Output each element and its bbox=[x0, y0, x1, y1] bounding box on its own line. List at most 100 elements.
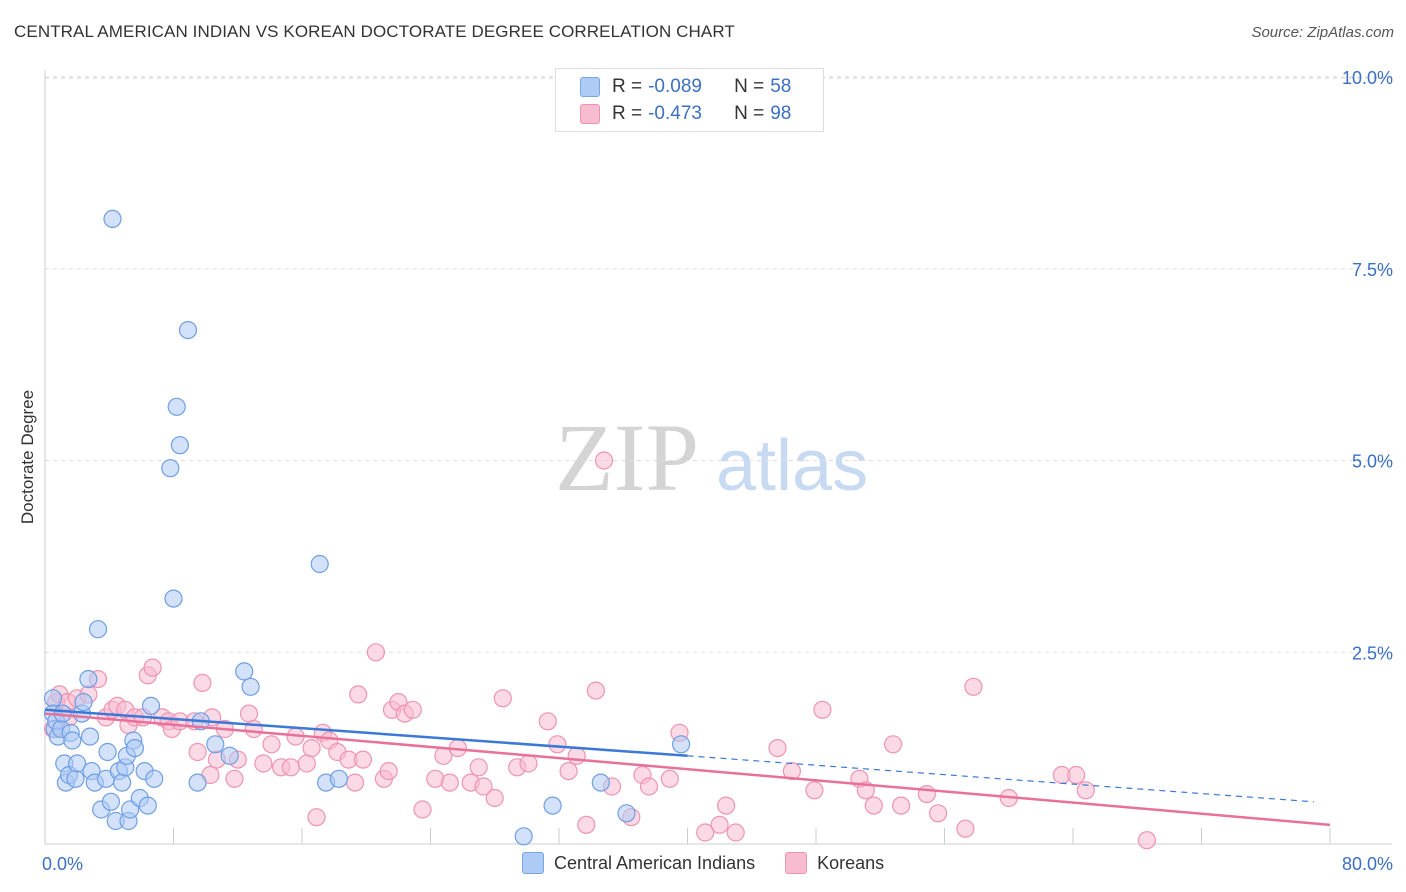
watermark-atlas: atlas bbox=[716, 426, 868, 506]
legend-row-series2: R = -0.473 N = 98 bbox=[580, 102, 791, 126]
point-korean bbox=[413, 800, 432, 819]
point-korean bbox=[379, 761, 398, 781]
point-korean bbox=[1076, 781, 1095, 800]
legend-label: Koreans bbox=[817, 852, 885, 873]
point-central-american-indian bbox=[88, 620, 108, 639]
point-korean bbox=[883, 735, 903, 754]
point-central-american-indian bbox=[101, 792, 121, 811]
point-central-american-indian bbox=[67, 754, 87, 773]
x-tick-label: 80.0% bbox=[1342, 854, 1393, 874]
point-korean bbox=[239, 704, 259, 723]
legend-n-label: N = bbox=[734, 103, 765, 124]
point-korean bbox=[366, 643, 385, 662]
point-korean bbox=[768, 738, 787, 758]
legend-swatch-blue bbox=[522, 852, 544, 874]
point-central-american-indian bbox=[43, 689, 63, 708]
point-korean bbox=[193, 673, 212, 693]
grid bbox=[45, 76, 1392, 653]
point-korean bbox=[567, 746, 586, 765]
data-points bbox=[43, 209, 1157, 850]
point-korean bbox=[349, 685, 368, 704]
point-korean bbox=[805, 781, 824, 800]
legend-row-series1: R = -0.089 N = 58 bbox=[580, 75, 791, 99]
legend-swatch-pink bbox=[785, 852, 808, 874]
point-korean bbox=[345, 773, 365, 792]
trend-line-central-american-indians bbox=[44, 708, 688, 758]
point-korean bbox=[143, 658, 162, 677]
point-korean bbox=[594, 451, 614, 470]
legend-label: Central American Indians bbox=[554, 852, 756, 873]
x-tick-label: 0.0% bbox=[42, 854, 83, 874]
series-legend: Central American Indians Koreans bbox=[522, 852, 914, 874]
point-central-american-indian bbox=[220, 746, 239, 765]
point-korean bbox=[710, 815, 729, 834]
chart-title: CENTRAL AMERICAN INDIAN VS KOREAN DOCTOR… bbox=[14, 22, 735, 41]
point-korean bbox=[1137, 831, 1157, 850]
legend-r-value: -0.089 bbox=[648, 76, 702, 97]
point-central-american-indian bbox=[188, 773, 207, 792]
point-korean bbox=[660, 769, 679, 788]
point-central-american-indian bbox=[310, 554, 329, 574]
point-korean bbox=[891, 796, 911, 815]
point-korean bbox=[281, 758, 300, 777]
legend-r-value: -0.473 bbox=[648, 103, 702, 124]
point-central-american-indian bbox=[543, 796, 562, 815]
legend-item-central-american-indians[interactable]: Central American Indians bbox=[522, 852, 755, 874]
point-korean bbox=[864, 796, 883, 815]
point-central-american-indian bbox=[145, 769, 164, 788]
correlation-legend: R = -0.089 N = 58 R = -0.473 N = 98 bbox=[555, 68, 824, 132]
point-korean bbox=[485, 788, 504, 808]
point-korean bbox=[474, 777, 493, 796]
point-korean bbox=[813, 700, 832, 719]
point-central-american-indian bbox=[161, 459, 180, 478]
point-korean bbox=[188, 742, 207, 762]
point-korean bbox=[469, 758, 488, 777]
point-korean bbox=[928, 804, 948, 823]
point-korean bbox=[696, 823, 715, 842]
source-note: Source: ZipAtlas.com bbox=[1251, 24, 1394, 41]
point-korean bbox=[577, 815, 596, 834]
trend-line-central-american-indians-extension bbox=[687, 755, 1314, 803]
legend-n-value: 58 bbox=[770, 76, 792, 97]
point-korean bbox=[548, 735, 567, 754]
point-korean bbox=[538, 712, 557, 731]
point-central-american-indian bbox=[167, 397, 186, 416]
watermark: ZIP atlas bbox=[555, 404, 868, 511]
point-central-american-indian bbox=[671, 735, 691, 754]
point-central-american-indian bbox=[164, 589, 183, 608]
point-korean bbox=[440, 773, 459, 792]
legend-n-label: N = bbox=[734, 76, 765, 97]
y-tick-label: 10.0% bbox=[1342, 68, 1393, 88]
tick-labels: 2.5% 5.0% 7.5% 10.0% 0.0% 80.0% bbox=[42, 68, 1393, 874]
point-central-american-indian bbox=[141, 696, 161, 716]
legend-r-label: R = bbox=[612, 76, 643, 97]
legend-n-value: 98 bbox=[770, 103, 792, 124]
point-central-american-indian bbox=[74, 692, 93, 712]
point-central-american-indian bbox=[125, 738, 144, 758]
point-korean bbox=[964, 677, 983, 696]
point-korean bbox=[353, 750, 373, 769]
legend-item-koreans[interactable]: Koreans bbox=[785, 852, 884, 874]
point-central-american-indian bbox=[206, 735, 225, 754]
legend-swatch-blue bbox=[580, 77, 600, 97]
y-tick-label: 5.0% bbox=[1352, 452, 1393, 472]
point-central-american-indian bbox=[79, 669, 98, 689]
point-central-american-indian bbox=[178, 321, 198, 340]
point-korean bbox=[225, 769, 244, 788]
point-korean bbox=[493, 689, 512, 708]
y-tick-label: 7.5% bbox=[1352, 260, 1393, 280]
point-central-american-indian bbox=[235, 662, 254, 681]
point-korean bbox=[1067, 765, 1086, 785]
point-central-american-indian bbox=[241, 677, 260, 696]
point-korean bbox=[244, 719, 263, 739]
watermark-zip: ZIP bbox=[555, 404, 699, 511]
point-korean bbox=[956, 819, 975, 838]
point-korean bbox=[639, 777, 659, 796]
y-tick-label: 2.5% bbox=[1352, 643, 1393, 663]
point-korean bbox=[716, 796, 736, 815]
point-korean bbox=[302, 738, 321, 758]
legend-r-label: R = bbox=[612, 103, 643, 124]
point-korean bbox=[307, 808, 326, 827]
point-korean bbox=[297, 754, 316, 773]
